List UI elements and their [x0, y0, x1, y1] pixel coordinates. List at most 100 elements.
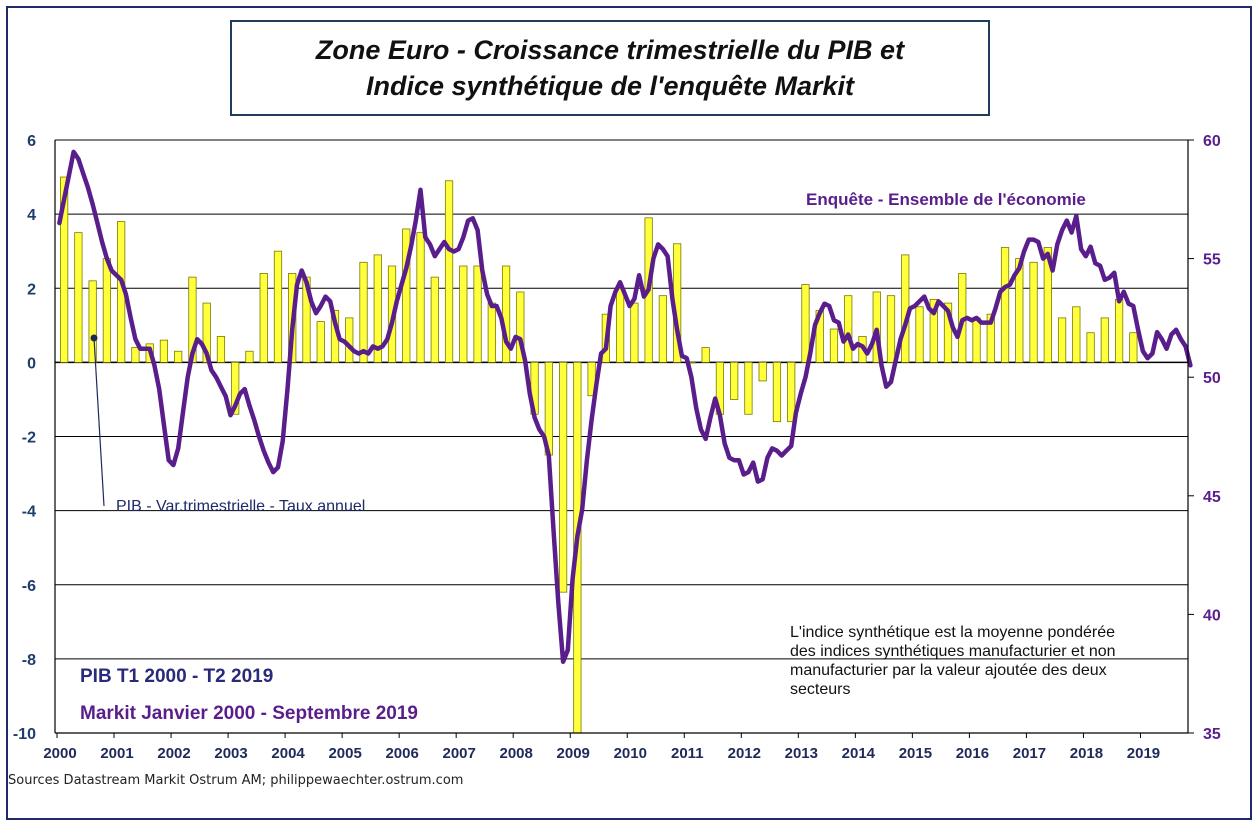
- x-tick-label: 2006: [385, 745, 418, 762]
- left-tick-label: -2: [22, 430, 36, 447]
- x-tick-label: 2011: [671, 745, 704, 762]
- survey-line-group: [57, 149, 1193, 665]
- gdp-bar: [202, 302, 211, 363]
- right-tick-label: 40: [1203, 607, 1221, 624]
- gdp-bar: [273, 250, 283, 363]
- axes: [54, 139, 1194, 738]
- gdp-bar: [1129, 332, 1138, 363]
- gdp-bar: [787, 361, 796, 423]
- left-tick-label: -4: [22, 504, 36, 521]
- gdp-bar: [174, 350, 183, 363]
- gdp-bar: [88, 280, 97, 363]
- right-tick-label: 55: [1203, 252, 1221, 269]
- gdp-bar: [616, 287, 625, 363]
- x-tick-label: 2018: [1070, 745, 1103, 762]
- gdp-bar: [658, 295, 667, 363]
- gdp-bar: [943, 302, 953, 363]
- x-tick-label: 2001: [100, 745, 133, 762]
- x-tick-label: 2009: [557, 745, 590, 762]
- left-tick-label: -6: [22, 578, 36, 595]
- right-tick-label: 50: [1203, 370, 1221, 387]
- gdp-bar: [1043, 247, 1052, 363]
- gdp-bar: [986, 313, 995, 363]
- left-tick-label: -8: [22, 652, 36, 669]
- right-tick-label: 60: [1203, 133, 1221, 150]
- x-tick-label: 2002: [157, 745, 190, 762]
- tick-labels: -10 -8 -6 -4 -2 0 2 4 6 35 40 45 50 55 60 2000 2001 2002 2…: [13, 133, 1221, 762]
- gdp-bar: [701, 347, 710, 363]
- note-line-4: secteurs: [790, 681, 851, 698]
- gdp-bar: [459, 265, 468, 363]
- gdp-bar: [487, 302, 496, 363]
- gdp-bar: [359, 261, 368, 363]
- note-line-2: des indices synthétiques manufacturier e…: [790, 643, 1116, 660]
- left-tick-label: 6: [27, 133, 36, 150]
- gdp-bar: [772, 361, 782, 423]
- x-tick-label: 2007: [442, 745, 475, 762]
- gdp-bar: [915, 306, 924, 363]
- gdp-bar: [74, 232, 83, 363]
- x-tick-label: 2000: [43, 745, 76, 762]
- gdp-bar: [972, 317, 981, 363]
- left-tick-label: 0: [27, 355, 36, 372]
- x-tick-label: 2008: [500, 745, 533, 762]
- gdp-bar: [259, 273, 268, 363]
- x-tick-label: 2015: [899, 745, 932, 762]
- x-tick-label: 2005: [328, 745, 361, 762]
- gdp-bar: [744, 361, 753, 415]
- gdp-bar: [245, 350, 254, 363]
- gdp-bar: [929, 298, 938, 363]
- note-line-3: manufacturier par la valeur ajoutée des …: [790, 662, 1107, 679]
- source-note: Sources Datastream Markit Ostrum AM; phi…: [8, 773, 464, 788]
- gdp-bar: [316, 321, 325, 363]
- gdp-bar: [516, 291, 525, 363]
- gdp-period: PIB T1 2000 - T2 2019: [80, 666, 274, 687]
- gdp-bar: [1057, 317, 1067, 363]
- gdp-bar: [1072, 306, 1081, 363]
- gdp-bar: [844, 295, 853, 363]
- gdp-bar: [131, 347, 140, 363]
- left-tick-label: 4: [27, 207, 36, 224]
- gdp-bar: [730, 361, 739, 400]
- x-tick-label: 2012: [728, 745, 761, 762]
- x-tick-label: 2016: [956, 745, 989, 762]
- gdp-bar: [829, 328, 839, 363]
- gdp-label-pointer: [93, 337, 105, 507]
- left-tick-label: -10: [13, 726, 36, 743]
- gdp-bar: [1015, 258, 1024, 363]
- gdp-bar: [886, 295, 896, 363]
- gdp-bar: [402, 228, 411, 363]
- gdp-bar: [444, 180, 454, 363]
- note-line-1: L'indice synthétique est la moyenne pond…: [790, 624, 1116, 641]
- gdp-bar: [630, 302, 639, 363]
- methodology-note: L'indice synthétique est la moyenne pond…: [790, 623, 1180, 699]
- x-tick-label: 2010: [614, 745, 647, 762]
- chart-title-line-2: Indice synthétique de l'enquête Markit: [365, 71, 855, 101]
- survey-series-label: Enquête - Ensemble de l'économie: [806, 190, 1086, 209]
- gdp-label-dot: [90, 334, 98, 342]
- left-tick-label: 2: [27, 281, 36, 298]
- x-tick-label: 2004: [271, 745, 305, 762]
- gdp-bar: [416, 232, 425, 363]
- gdp-bar: [473, 265, 482, 363]
- x-tick-label: 2014: [842, 745, 876, 762]
- x-tick-label: 2019: [1127, 745, 1160, 762]
- chart-title-line-1: Zone Euro - Croissance trimestrielle du …: [315, 35, 905, 65]
- markit-period: Markit Janvier 2000 - Septembre 2019: [80, 703, 418, 724]
- gdp-bar: [1086, 332, 1095, 363]
- gdp-bar: [231, 361, 240, 415]
- gdp-bar: [216, 336, 226, 363]
- gdp-bar: [1029, 261, 1038, 363]
- gdp-bar: [373, 254, 382, 363]
- gdp-bar: [501, 265, 511, 363]
- gdp-bar: [159, 339, 169, 363]
- right-tick-label: 45: [1203, 489, 1221, 506]
- gdp-bar: [801, 284, 810, 363]
- gdp-bar: [102, 258, 112, 363]
- gdp-bar: [1000, 247, 1010, 363]
- survey-line: [57, 149, 1193, 665]
- chart-frame: [6, 6, 1252, 820]
- gdp-bar: [430, 276, 439, 363]
- gdp-bar: [1100, 317, 1109, 363]
